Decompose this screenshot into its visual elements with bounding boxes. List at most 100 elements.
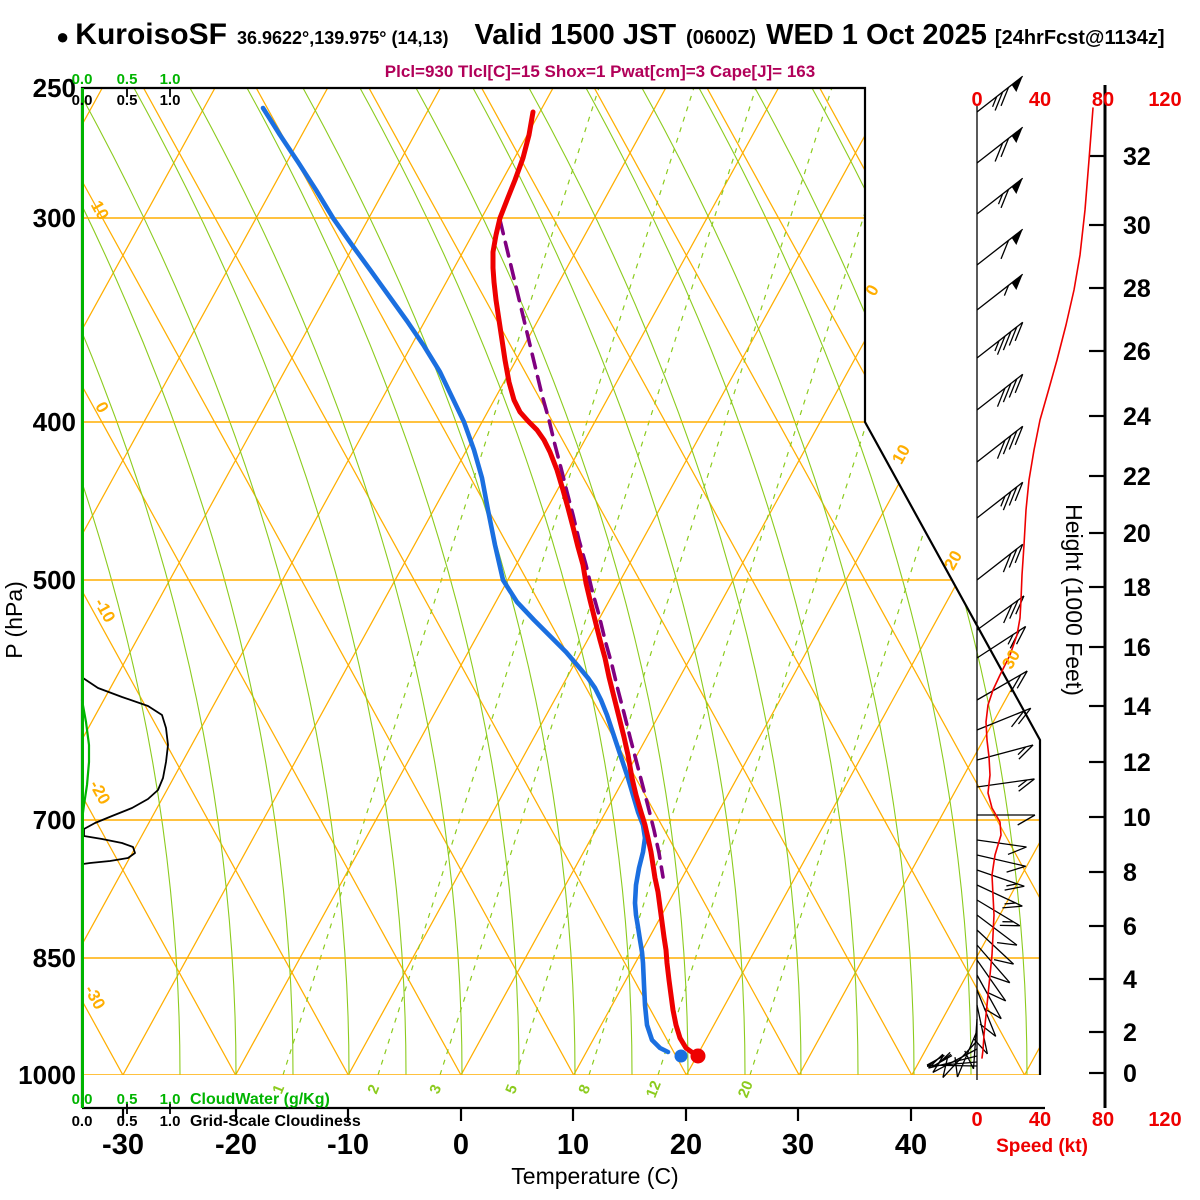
pressure-tick-label: 1000 bbox=[18, 1060, 76, 1090]
isotherm-label: 10 bbox=[888, 441, 914, 467]
wind-barb bbox=[932, 1048, 978, 1074]
temperature-tick-label: -20 bbox=[215, 1129, 257, 1161]
height-tick-label: 12 bbox=[1123, 749, 1151, 777]
height-tick-label: 4 bbox=[1123, 966, 1137, 994]
cloudwater-scale-top: 1.0 bbox=[160, 71, 181, 88]
height-tick-label: 30 bbox=[1123, 212, 1151, 240]
height-tick-label: 26 bbox=[1123, 338, 1151, 366]
surface-temp-dot bbox=[690, 1048, 706, 1064]
cloudiness-scale-top: 0.5 bbox=[117, 92, 138, 109]
cloudwater-scale-bottom: 0.5 bbox=[117, 1091, 138, 1108]
height-tick-label: 28 bbox=[1123, 275, 1151, 303]
wind-barb bbox=[976, 778, 1035, 792]
isotherm-label: 30 bbox=[998, 646, 1024, 672]
valid-time: Valid 1500 JST bbox=[474, 19, 677, 51]
wind-barb bbox=[976, 481, 1024, 519]
speed-axis-title: Speed (kt) bbox=[996, 1136, 1088, 1157]
cloudiness-scale-top: 0.0 bbox=[72, 92, 93, 109]
wind-barb bbox=[977, 814, 1036, 826]
speed-tick-label-top: 0 bbox=[971, 89, 982, 111]
wind-barb bbox=[976, 707, 1032, 731]
parcel-trace bbox=[498, 218, 665, 879]
wind-barb bbox=[976, 959, 1007, 1002]
cloudiness-scale-bottom: 0.5 bbox=[117, 1113, 138, 1130]
temperature-curve bbox=[490, 109, 701, 1058]
wind-barb bbox=[976, 595, 1025, 631]
mixing-ratio-label: 2 bbox=[364, 1082, 383, 1096]
forecast-tag: [24hrFcst@1134z] bbox=[994, 27, 1165, 49]
isotherm-label: 20 bbox=[940, 547, 966, 573]
wind-speed-profile bbox=[981, 107, 1094, 1059]
wind-barb bbox=[926, 1054, 978, 1067]
height-tick-label: 14 bbox=[1123, 693, 1151, 721]
speed-tick-label-bottom: 120 bbox=[1148, 1109, 1181, 1131]
station-marker-icon: ● bbox=[56, 24, 70, 49]
height-tick-label: 18 bbox=[1123, 574, 1151, 602]
dewpoint-curve bbox=[260, 105, 671, 1055]
mixing-ratio-label: 20 bbox=[735, 1078, 757, 1100]
isotherm-label: -30 bbox=[81, 982, 110, 1013]
temperature-tick-label: 10 bbox=[557, 1129, 589, 1161]
wind-barb bbox=[976, 839, 1027, 856]
mixing-ratio-label: 5 bbox=[502, 1082, 521, 1096]
wind-barb bbox=[976, 228, 1024, 266]
wind-barb bbox=[976, 75, 1024, 113]
speed-tick-label-top: 120 bbox=[1148, 89, 1181, 111]
valid-time-utc: (0600Z) bbox=[686, 27, 757, 49]
cloudiness-scale-bottom: 0.0 bbox=[72, 1113, 93, 1130]
wind-barb bbox=[976, 543, 1024, 581]
wind-barb bbox=[976, 914, 1018, 946]
height-tick-label: 8 bbox=[1123, 859, 1137, 887]
temperature-tick-label: 20 bbox=[670, 1129, 702, 1161]
pressure-tick-label: 250 bbox=[33, 73, 76, 103]
wind-barb bbox=[976, 884, 1023, 909]
isotherm-label: 0 bbox=[91, 399, 112, 416]
cloudwater-scale-bottom: 0.0 bbox=[72, 1091, 93, 1108]
cloudwater-scale-top: 0.5 bbox=[117, 71, 138, 88]
wind-barb bbox=[976, 854, 1026, 873]
isotherm-grid bbox=[82, 88, 1040, 1075]
cloudwater-legend-label: CloudWater (g/Kg) bbox=[190, 1091, 330, 1108]
cloudiness-scale-top: 1.0 bbox=[160, 92, 181, 109]
cloudwater-scale-bottom: 1.0 bbox=[160, 1091, 181, 1108]
sounding-curves bbox=[260, 105, 706, 1064]
temperature-tick-label: 0 bbox=[453, 1129, 469, 1161]
frame-outline bbox=[80, 86, 1042, 1108]
wind-barb bbox=[976, 425, 1024, 463]
wind-barb bbox=[942, 1040, 978, 1079]
wind-barb bbox=[976, 321, 1024, 359]
temperature-axis-title: Temperature (C) bbox=[511, 1163, 678, 1189]
surface-dewpoint-dot bbox=[674, 1049, 688, 1063]
height-tick-label: 10 bbox=[1123, 804, 1151, 832]
station-coordinates: 36.9622°,139.975° (14,13) bbox=[236, 28, 449, 48]
background-grid bbox=[82, 88, 1040, 1075]
title-bar: ● KuroisoSF 36.9622°,139.975° (14,13) Va… bbox=[56, 18, 1196, 52]
stability-indices: Plcl=930 Tlcl[C]=15 Shox=1 Pwat[cm]=3 Ca… bbox=[384, 62, 816, 81]
height-tick-label: 6 bbox=[1123, 913, 1137, 941]
plot-frame bbox=[80, 85, 1107, 1121]
pressure-tick-label: 300 bbox=[33, 203, 76, 233]
temperature-tick-label: 40 bbox=[895, 1129, 927, 1161]
height-tick-label: 0 bbox=[1123, 1060, 1137, 1088]
speed-curve bbox=[981, 107, 1094, 1059]
speed-tick-label-top: 40 bbox=[1029, 89, 1051, 111]
pressure-tick-label: 850 bbox=[33, 943, 76, 973]
height-tick-label: 24 bbox=[1123, 403, 1151, 431]
speed-tick-label-bottom: 40 bbox=[1029, 1109, 1051, 1131]
height-tick-label: 22 bbox=[1123, 463, 1151, 491]
station-name: KuroisoSF bbox=[75, 18, 227, 51]
height-axis-title: Height (1000 Feet) bbox=[1061, 504, 1087, 696]
pressure-tick-label: 700 bbox=[33, 805, 76, 835]
isotherm-label: 10 bbox=[87, 197, 113, 223]
moist-adiabat-grid bbox=[82, 88, 1040, 1075]
wind-barb-column bbox=[926, 75, 1036, 1079]
pressure-axis-title: P (hPa) bbox=[1, 581, 27, 659]
mixing-ratio-label: 3 bbox=[426, 1082, 445, 1096]
wind-barb bbox=[976, 744, 1034, 761]
wind-barb bbox=[976, 944, 1011, 984]
wind-barb bbox=[976, 373, 1024, 411]
wind-barb bbox=[976, 899, 1021, 927]
valid-date: WED 1 Oct 2025 bbox=[766, 19, 987, 51]
